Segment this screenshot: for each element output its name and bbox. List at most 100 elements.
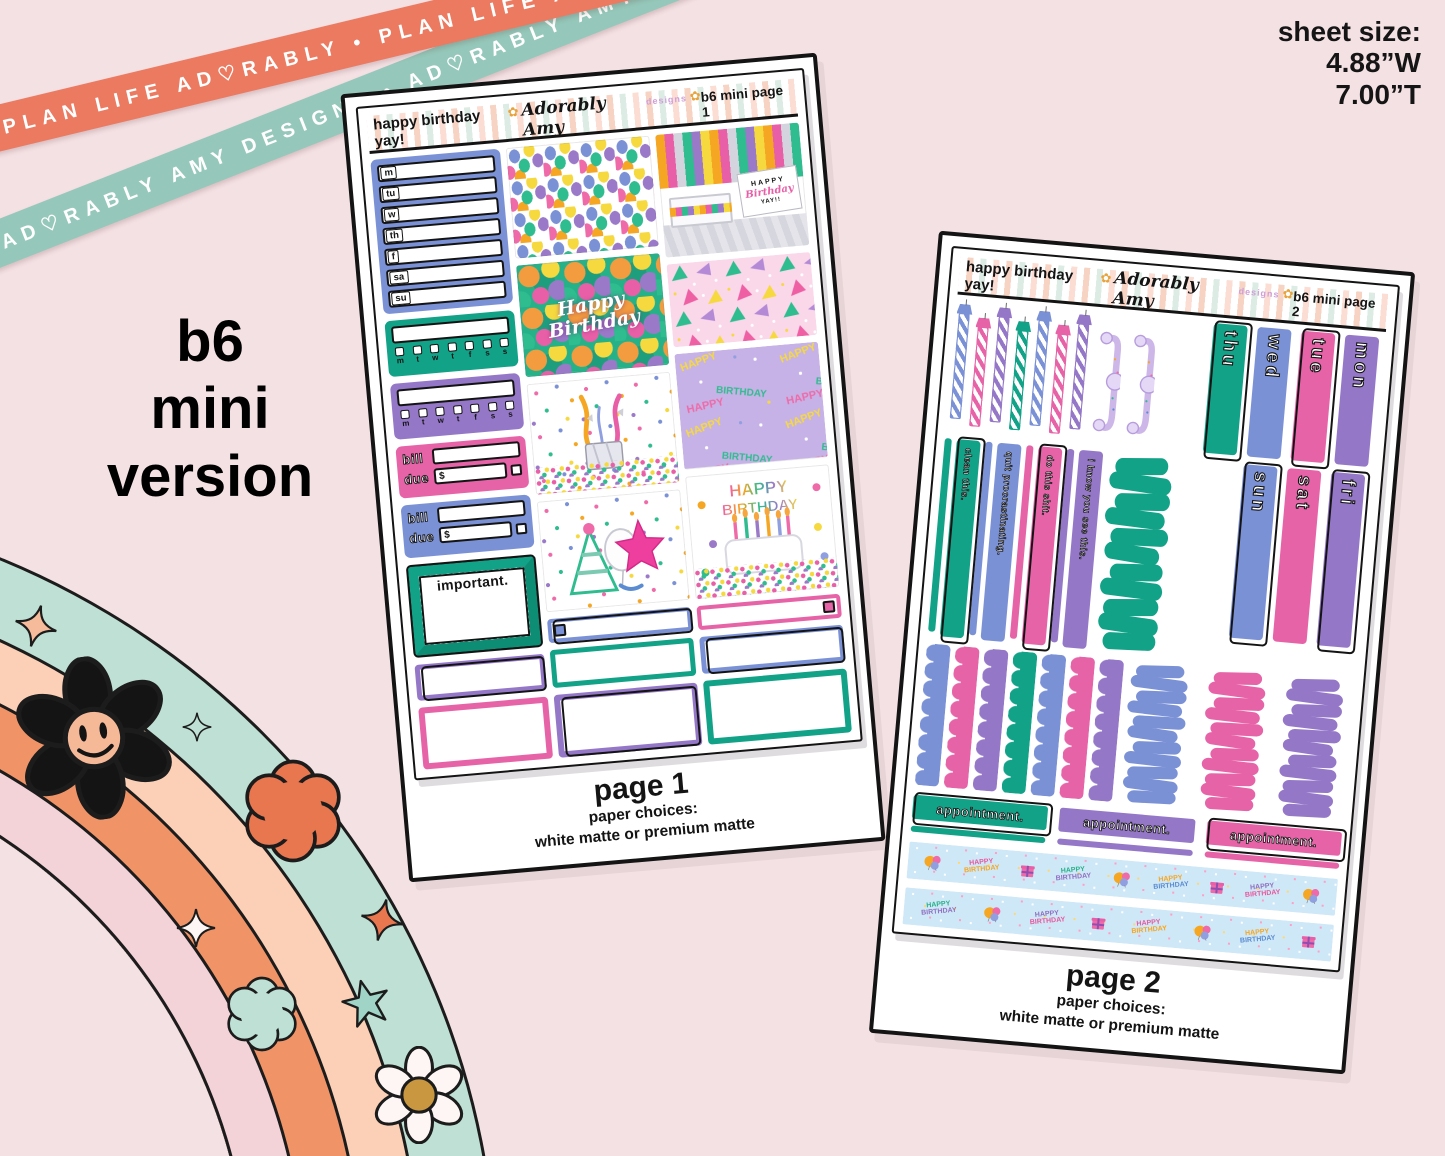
gift-icon — [1301, 934, 1316, 949]
gift-icon — [1209, 879, 1224, 894]
habit-tracker-sticker-teal: m t w t f s s — [384, 310, 519, 378]
highlight-scribble-teal — [1092, 452, 1181, 656]
tracker-checkbox — [487, 402, 498, 413]
full-box-birthday-scene: HAPPY Birthday YAY!! — [655, 122, 810, 258]
tracker-day-letter: f — [468, 350, 472, 360]
page1-card: happy birthday yay! ✿ Adorably Amy desig… — [340, 52, 886, 883]
tracker-day-letter: t — [450, 351, 455, 362]
tracker-day-letter: s — [484, 348, 491, 359]
date-cover-label: th — [385, 228, 404, 244]
daisy-flower-icon — [370, 1046, 468, 1144]
tracker-day-letter: t — [421, 417, 426, 427]
half-box-purple — [553, 682, 703, 758]
strip-checkbox — [822, 599, 836, 613]
amount-strip: $ — [438, 521, 513, 544]
date-cover-sticker-block: m tu w th f sa su — [370, 148, 514, 315]
candle-icon — [969, 326, 989, 428]
sparkle-icon — [176, 908, 216, 948]
highlight-scribble-blue — [1118, 661, 1196, 808]
day-cover-stickers-top: thu wed tue mon — [1202, 323, 1386, 467]
gift-icon — [1020, 863, 1035, 878]
mint-star-icon — [337, 973, 395, 1031]
sheet-size-label: sheet size: — [1277, 16, 1421, 47]
scene-card-line3: YAY!! — [760, 196, 782, 207]
tracker-day-letter: f — [473, 413, 478, 423]
balloon-cluster-icon — [1301, 886, 1322, 904]
tracker-checkbox — [412, 345, 422, 356]
date-cover-label: sa — [389, 270, 409, 286]
candle-icon — [989, 316, 1010, 423]
version-line3: version — [106, 443, 314, 509]
full-box-happy-birthday-bubbles: Happy Birthday — [516, 253, 670, 377]
bill-checkbox — [510, 463, 523, 476]
tracker-day-letter: m — [401, 418, 410, 429]
party-blower-icon — [1089, 323, 1125, 441]
date-cover-label: su — [390, 291, 412, 307]
scene-table — [668, 192, 734, 228]
words-pattern: HAPPY BIRTHDAY HAPPY — [674, 342, 828, 470]
appointment-sticker-pink: appointment. — [1204, 820, 1343, 869]
bill-due-sticker-pink: bill due $ — [395, 435, 530, 500]
orange-flower-icon — [238, 756, 348, 866]
brand-suffix: designs — [645, 92, 688, 107]
tracker-day-letter: s — [490, 411, 496, 421]
half-box-pink — [418, 696, 554, 770]
task-text: i know you see this. — [1076, 458, 1097, 561]
bill-due-sticker-blue: bill due $ — [400, 494, 535, 559]
day-cover-sat: sat — [1272, 467, 1322, 645]
daisy-logo-icon: ✿ — [506, 104, 520, 121]
checkbox-strip-blue — [547, 607, 693, 644]
page2-label: b6 mini page 2 — [1291, 288, 1377, 319]
washi-word: BIRTHDAY — [1245, 889, 1282, 900]
highlight-scribble-purple — [1273, 675, 1351, 822]
appointment-label: appointment. — [1205, 820, 1343, 857]
tracker-checkbox — [447, 342, 457, 353]
day-label: wed — [1260, 333, 1286, 382]
day-label: mon — [1347, 341, 1373, 393]
date-cover-label: w — [383, 207, 401, 223]
party-hat-illustration — [569, 518, 665, 596]
tracker-day-letter: m — [396, 356, 405, 366]
washi-word: BIRTHDAY — [1239, 935, 1276, 946]
checkbox-strip-pink — [696, 593, 842, 630]
sheet-size-width: 4.88”W — [1326, 47, 1421, 79]
task-text: quit procrastinating. — [994, 451, 1015, 557]
version-label: b6 mini version — [55, 308, 365, 510]
day-cover-stickers-bottom: sun sat fri — [1227, 464, 1374, 673]
scene-card: HAPPY Birthday YAY!! — [736, 165, 803, 219]
day-label: fri — [1335, 478, 1359, 509]
candle-icon — [949, 312, 970, 420]
mint-flower-icon — [222, 974, 302, 1054]
page1-column-middle: Happy Birthday — [505, 135, 703, 758]
tracker-day-letter: w — [437, 415, 445, 426]
gift-icon — [1090, 915, 1105, 930]
candle-icon — [1069, 323, 1090, 430]
sheet-size-note: sheet size: 4.88”W 7.00”T — [1278, 16, 1421, 110]
version-line1: b6 — [176, 309, 244, 374]
washi-word: BIRTHDAY — [921, 907, 958, 918]
tracker-checkbox — [499, 338, 510, 348]
day-cover-sun: sun — [1228, 464, 1278, 641]
hats-pattern — [666, 252, 818, 348]
washi-word: BIRTHDAY — [1029, 916, 1066, 927]
washi-word: BIRTHDAY — [1131, 925, 1168, 936]
cake-candles — [731, 506, 791, 540]
day-label: tue — [1304, 337, 1330, 377]
date-cover-label: m — [379, 165, 398, 181]
full-box-birthday-words-pattern: HAPPY BIRTHDAY HAPPY — [674, 342, 828, 470]
tracker-day-letter: s — [502, 347, 508, 357]
bill-word: bill — [407, 509, 430, 527]
cake-text-line1: HAPPY — [728, 476, 789, 500]
candle-icon — [1008, 329, 1029, 431]
full-box-balloon-pattern — [505, 135, 659, 260]
balloon-cluster-icon — [1112, 870, 1133, 888]
day-label: sat — [1290, 474, 1316, 513]
tracker-day-letter: t — [416, 354, 420, 365]
sparkle-icon — [356, 894, 408, 946]
tracker-checkbox — [481, 339, 492, 350]
brand-suffix: designs — [1238, 285, 1280, 300]
day-cover-thu: thu — [1202, 323, 1248, 456]
date-cover-label: f — [387, 250, 400, 265]
sparkle-icon — [182, 712, 212, 742]
